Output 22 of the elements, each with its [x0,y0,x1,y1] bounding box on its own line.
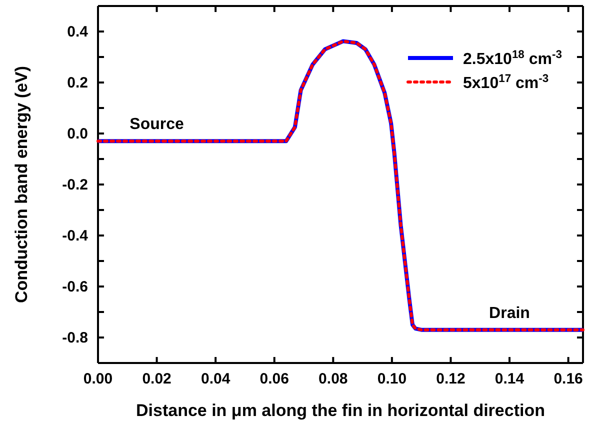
annotation: Source [130,116,184,134]
x-tick-label: 0.14 [494,370,525,388]
x-tick-label: 0.04 [200,370,231,388]
x-tick-label: 0.06 [260,370,289,388]
x-tick-label: 0.16 [554,370,583,388]
legend-label: 5x10$^{17}$ cm$^{-3}$ [463,73,549,92]
y-tick-label: -0.2 [62,176,88,194]
x-tick-label: 0.08 [318,370,348,388]
x-tick-label: 0.12 [436,370,466,388]
y-tick-label: 0.0 [67,125,88,142]
y-tick-label: -0.8 [62,329,88,346]
x-tick-label: 0.02 [142,370,172,388]
y-tick-label: -0.4 [62,227,89,244]
x-tick-label: 0.10 [377,370,407,388]
x-axis-title: Distance in μm along the fin in horizontal direction [136,401,545,420]
legend-label: 2.5x10$^{18}$ cm$^{-3}$ [463,49,562,68]
y-tick-label: 0.2 [67,74,88,92]
y-axis-title: Conduction band energy (eV) [12,66,31,304]
x-tick-label: 0.00 [83,370,113,388]
y-tick-label: 0.4 [67,23,89,40]
annotation: Drain [489,304,530,322]
y-tick-label: -0.6 [62,278,88,296]
